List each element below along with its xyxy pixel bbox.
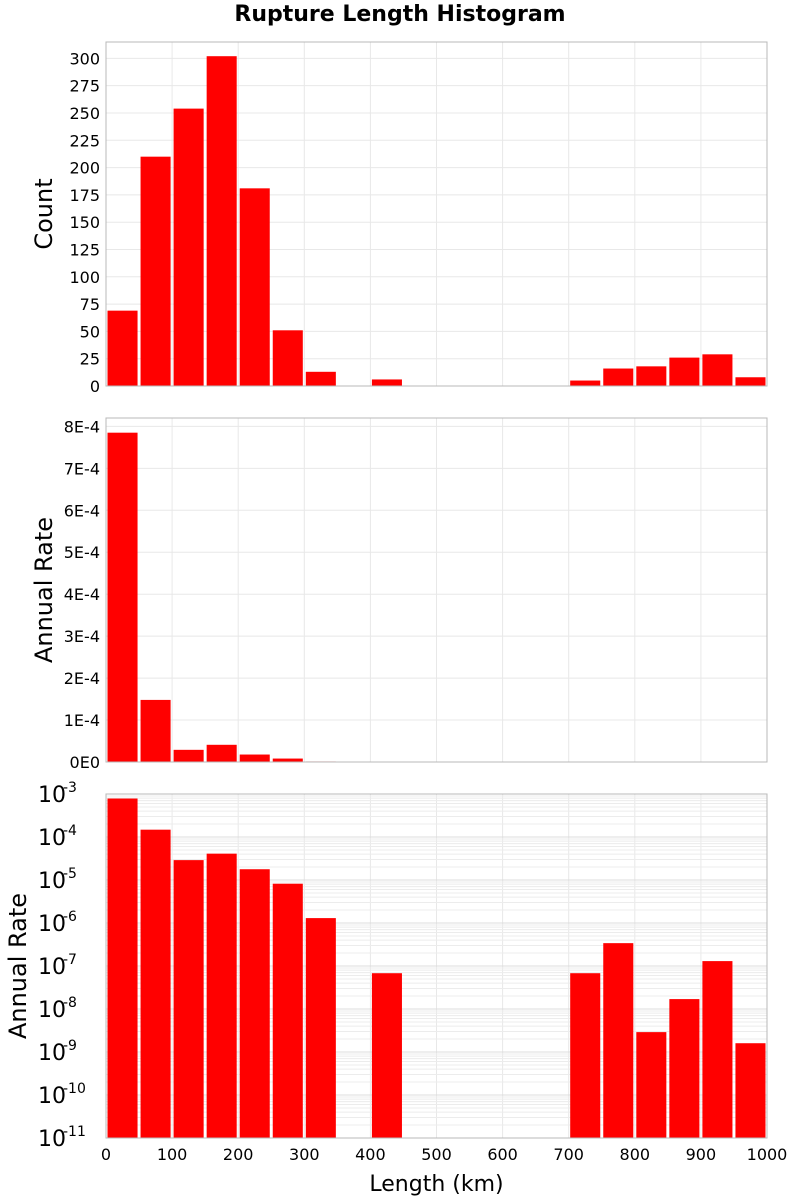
histogram-bar bbox=[206, 56, 237, 386]
plot-frame bbox=[105, 41, 768, 387]
y-tick-exponent: -9 bbox=[63, 1038, 77, 1054]
y-tick-exponent: -6 bbox=[63, 909, 77, 925]
x-tick-label: 200 bbox=[223, 1145, 254, 1164]
y-tick-exponent: -11 bbox=[63, 1124, 86, 1140]
x-tick-label: 600 bbox=[487, 1145, 518, 1164]
histogram-bar bbox=[140, 699, 171, 762]
y-tick-label: 10 bbox=[38, 1084, 66, 1109]
chart-title: Rupture Length Histogram bbox=[234, 2, 566, 27]
x-tick-label: 0 bbox=[101, 1145, 111, 1164]
x-tick-label: 300 bbox=[289, 1145, 320, 1164]
y-tick-label: 0E0 bbox=[70, 753, 100, 772]
y-tick-label: 6E-4 bbox=[64, 501, 100, 520]
x-tick-label: 500 bbox=[421, 1145, 452, 1164]
y-tick-label: 300 bbox=[69, 49, 100, 68]
histogram-bar bbox=[140, 829, 171, 1138]
y-tick-label: 10 bbox=[38, 998, 66, 1023]
y-tick-exponent: -3 bbox=[63, 780, 77, 796]
histogram-bar bbox=[305, 371, 336, 386]
histogram-bar bbox=[603, 368, 634, 386]
histogram-bar bbox=[173, 860, 204, 1138]
x-tick-label: 700 bbox=[553, 1145, 584, 1164]
x-tick-label: 800 bbox=[620, 1145, 651, 1164]
histogram-bar bbox=[173, 749, 204, 762]
histogram-bar bbox=[669, 357, 700, 386]
histogram-bar bbox=[636, 1032, 667, 1138]
x-tick-label: 1000 bbox=[747, 1145, 788, 1164]
x-tick-label: 900 bbox=[686, 1145, 717, 1164]
x-tick-label: 400 bbox=[355, 1145, 386, 1164]
y-axis-label: Annual Rate bbox=[30, 517, 58, 663]
y-tick-exponent: -5 bbox=[63, 866, 77, 882]
histogram-bar bbox=[140, 156, 171, 386]
y-tick-label: 3E-4 bbox=[64, 627, 100, 646]
y-tick-label: 275 bbox=[69, 77, 100, 96]
annual-rate-log-panel: 10-310-410-510-610-710-810-910-1010-11An… bbox=[4, 780, 768, 1152]
y-tick-label: 150 bbox=[69, 213, 100, 232]
histogram-bar bbox=[239, 869, 270, 1138]
y-tick-exponent: -8 bbox=[63, 995, 77, 1011]
y-tick-exponent: -7 bbox=[63, 952, 77, 968]
histogram-bar bbox=[107, 310, 138, 386]
histogram-bar bbox=[272, 883, 303, 1138]
y-tick-label: 225 bbox=[69, 131, 100, 150]
histogram-bar bbox=[239, 188, 270, 386]
y-tick-label: 1E-4 bbox=[64, 711, 100, 730]
histogram-bar bbox=[603, 943, 634, 1138]
y-axis-label: Count bbox=[30, 178, 58, 249]
x-axis-label: Length (km) bbox=[369, 1172, 503, 1197]
plot-frame bbox=[105, 417, 768, 763]
y-tick-label: 5E-4 bbox=[64, 543, 100, 562]
y-tick-label: 2E-4 bbox=[64, 669, 100, 688]
histogram-bar bbox=[669, 999, 700, 1138]
y-tick-exponent: -4 bbox=[63, 823, 77, 839]
y-tick-label: 10 bbox=[38, 826, 66, 851]
y-tick-label: 10 bbox=[38, 1041, 66, 1066]
plot-frame bbox=[105, 793, 768, 1139]
histogram-bar bbox=[735, 377, 766, 386]
y-axis-label: Annual Rate bbox=[4, 893, 32, 1039]
y-tick-label: 4E-4 bbox=[64, 585, 100, 604]
y-tick-label: 0 bbox=[90, 377, 100, 396]
histogram-bar bbox=[702, 354, 733, 386]
histogram-bar bbox=[107, 798, 138, 1138]
y-tick-label: 10 bbox=[38, 912, 66, 937]
y-tick-label: 10 bbox=[38, 1127, 66, 1152]
count-panel: 0 25 50 75 100 125 150 175 200 225 250 275 300 Count bbox=[30, 41, 768, 396]
histogram-bar bbox=[272, 758, 303, 762]
y-tick-label: 8E-4 bbox=[64, 417, 100, 436]
histogram-bar bbox=[735, 1043, 766, 1138]
histogram-bar bbox=[239, 754, 270, 762]
x-tick-label: 100 bbox=[157, 1145, 188, 1164]
histogram-bar bbox=[206, 744, 237, 762]
histogram-bar bbox=[305, 918, 336, 1138]
histogram-bar bbox=[173, 108, 204, 386]
histogram-bar bbox=[570, 380, 601, 386]
histogram-bar bbox=[371, 379, 402, 386]
histogram-bar bbox=[206, 853, 237, 1138]
y-tick-label: 10 bbox=[38, 869, 66, 894]
y-tick-label: 200 bbox=[69, 159, 100, 178]
y-tick-label: 7E-4 bbox=[64, 459, 100, 478]
y-tick-label: 10 bbox=[38, 955, 66, 980]
histogram-bar bbox=[702, 961, 733, 1138]
y-tick-exponent: -10 bbox=[63, 1081, 86, 1097]
y-tick-label: 25 bbox=[80, 350, 100, 369]
y-tick-label: 10 bbox=[38, 783, 66, 808]
y-tick-label: 250 bbox=[69, 104, 100, 123]
annual-rate-linear-panel: 0E0 1E-4 2E-4 3E-4 4E-4 5E-4 6E-4 7E-4 8E-4 Annua… bbox=[30, 417, 768, 772]
y-tick-label: 100 bbox=[69, 268, 100, 287]
histogram-bar bbox=[570, 973, 601, 1138]
x-axis: 0 100 200 300 400 500 600 700 800 900 1000 Length (… bbox=[101, 1145, 787, 1197]
y-tick-label: 175 bbox=[69, 186, 100, 205]
y-tick-label: 50 bbox=[80, 322, 100, 341]
y-tick-label: 125 bbox=[69, 240, 100, 259]
y-tick-label: 75 bbox=[80, 295, 100, 314]
histogram-bar bbox=[636, 366, 667, 386]
histogram-bar bbox=[371, 973, 402, 1138]
histogram-bar bbox=[107, 432, 138, 762]
histogram-bar bbox=[272, 330, 303, 386]
